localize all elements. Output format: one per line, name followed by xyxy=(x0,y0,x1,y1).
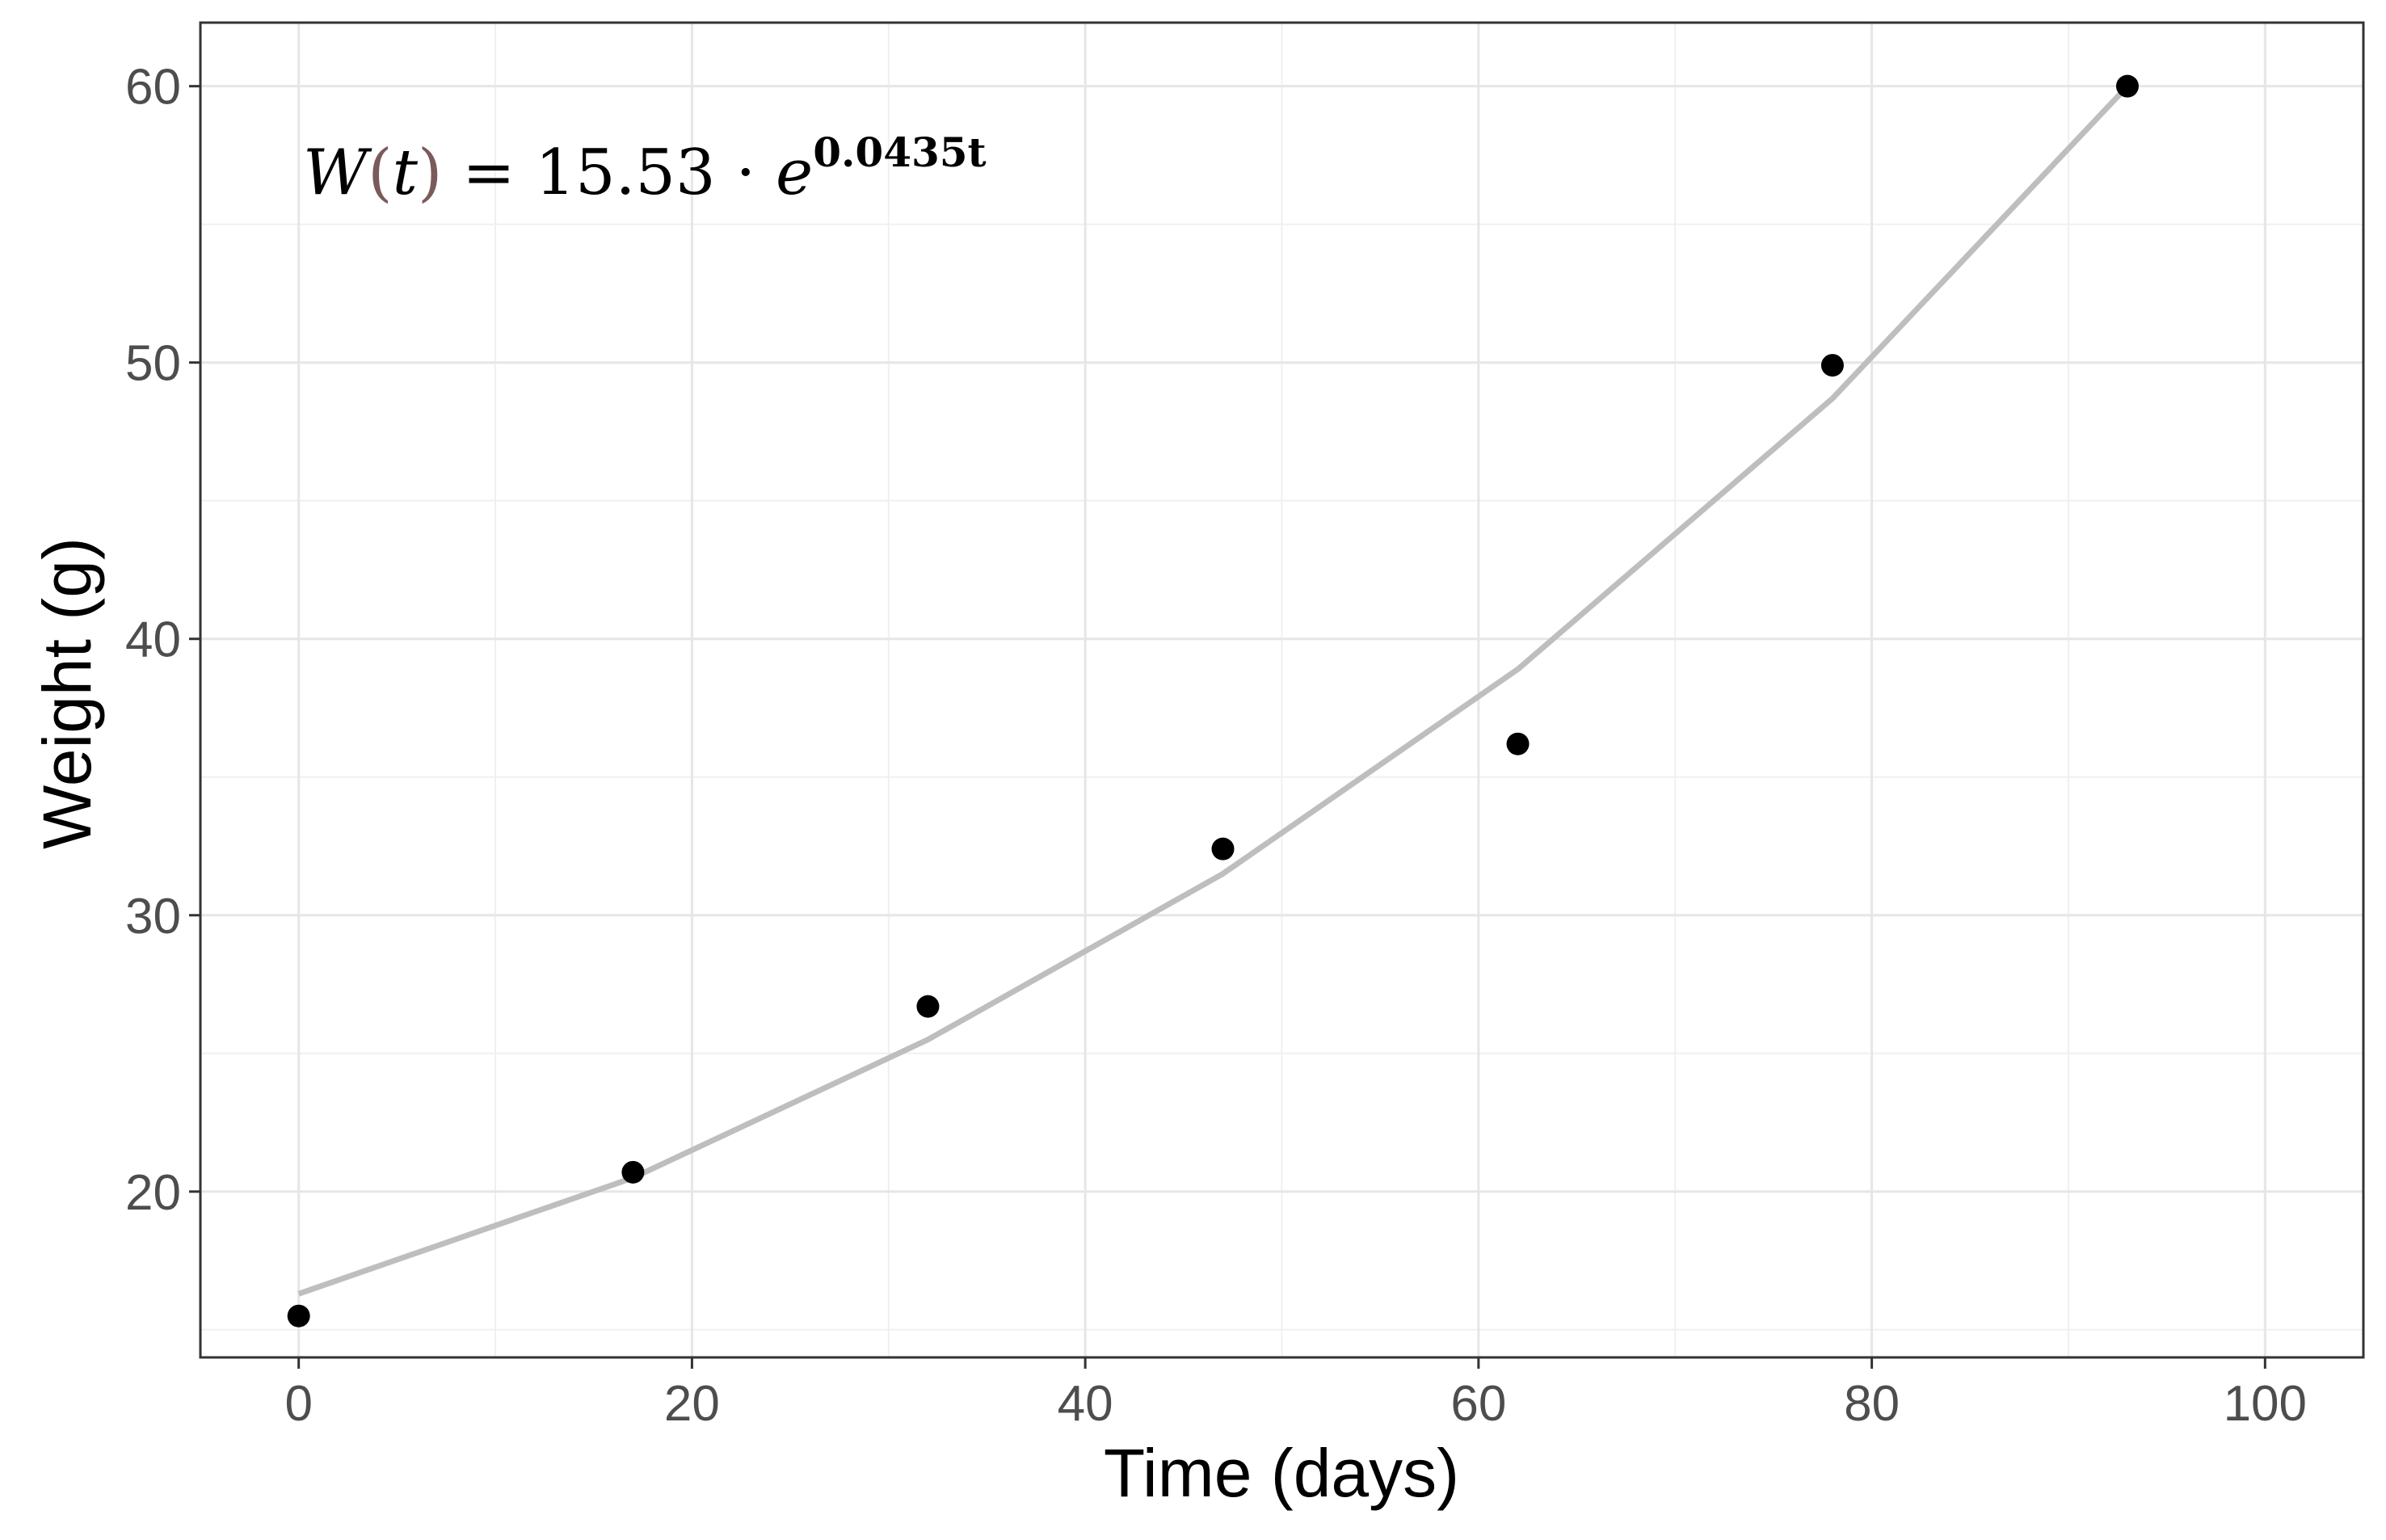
x-tick-label: 100 xyxy=(2224,1376,2307,1432)
y-tick-label: 30 xyxy=(125,889,181,945)
x-tick-label: 0 xyxy=(284,1376,312,1432)
y-tick-label: 40 xyxy=(125,612,181,668)
equation-exponent: 0.0435t xyxy=(813,128,986,176)
data-point xyxy=(621,1160,645,1184)
data-point xyxy=(1506,732,1530,755)
y-axis-ticks: 20 30 40 50 60 xyxy=(125,60,200,1221)
equation-w: W xyxy=(303,137,372,209)
equation-annotation: W(t) = 15.53 · e0.0435t xyxy=(303,128,987,209)
data-points xyxy=(287,74,2139,1328)
major-gridlines xyxy=(200,23,2363,1357)
data-point xyxy=(287,1304,310,1328)
x-axis-ticks: 0 20 40 60 80 100 xyxy=(284,1357,2307,1432)
equation-t: t xyxy=(393,137,419,209)
x-tick-label: 80 xyxy=(1844,1376,1900,1432)
data-point xyxy=(916,995,940,1018)
minor-gridlines xyxy=(200,23,2363,1357)
y-tick-label: 60 xyxy=(125,60,181,116)
x-axis-title: Time (days) xyxy=(1104,1435,1459,1511)
equation-base: e xyxy=(776,137,813,209)
data-point xyxy=(2115,74,2139,98)
y-tick-label: 50 xyxy=(125,336,181,392)
data-point xyxy=(1820,354,1844,377)
equation-open-paren: ( xyxy=(368,137,392,209)
equation-close-paren: ) xyxy=(418,137,442,209)
y-tick-label: 20 xyxy=(125,1165,181,1221)
equation-rhs: = 15.53 · xyxy=(442,137,776,209)
x-tick-label: 20 xyxy=(664,1376,720,1432)
x-tick-label: 60 xyxy=(1450,1376,1506,1432)
data-point xyxy=(1211,837,1235,860)
panel-border xyxy=(199,21,2365,1359)
y-axis-title: Weight (g) xyxy=(29,537,105,849)
x-tick-label: 40 xyxy=(1058,1376,1113,1432)
